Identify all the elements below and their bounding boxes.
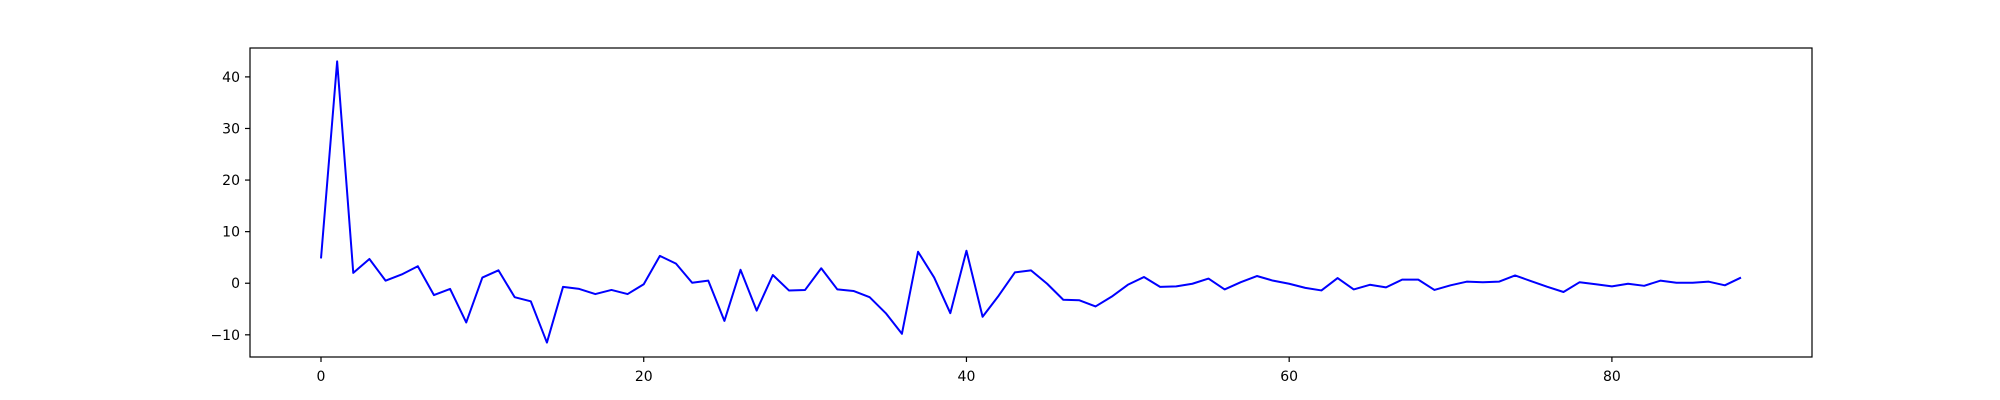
y-tick-label: 10 (222, 225, 240, 241)
y-tick-label: 30 (222, 121, 240, 137)
x-tick-label: 80 (1603, 369, 1621, 385)
axes-frame (249, 47, 1813, 358)
y-tick-label: −10 (210, 328, 240, 344)
x-tick-label: 0 (317, 369, 326, 385)
plot-area: 0 20 40 60 80 −10 0 10 20 30 40 (210, 47, 1813, 385)
x-tick-label: 60 (1280, 369, 1298, 385)
y-tick-label: 20 (222, 173, 240, 189)
x-tick-label: 20 (635, 369, 653, 385)
x-tick-label: 40 (958, 369, 976, 385)
y-tick-label: 40 (222, 70, 240, 86)
series-line (320, 60, 1742, 344)
y-tick-label: 0 (231, 276, 240, 292)
